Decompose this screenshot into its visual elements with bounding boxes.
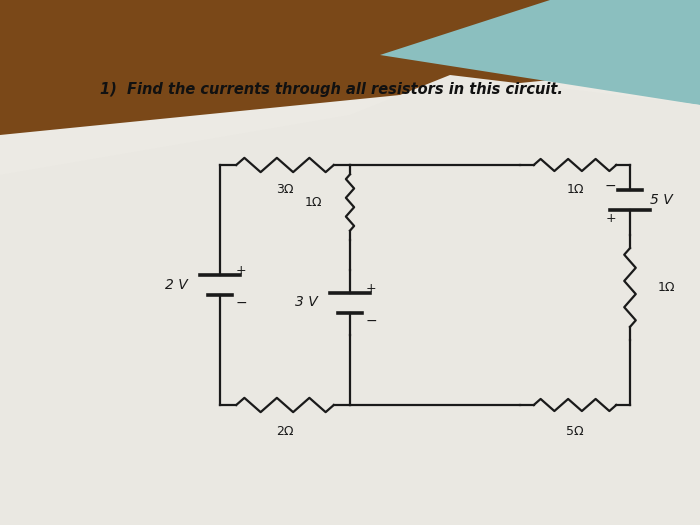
Text: −: −	[366, 313, 377, 328]
Polygon shape	[380, 0, 700, 105]
Text: +: +	[606, 212, 616, 225]
Text: 5Ω: 5Ω	[566, 425, 584, 438]
Text: 1Ω: 1Ω	[304, 196, 322, 209]
Text: 1Ω: 1Ω	[566, 183, 584, 196]
Text: −: −	[604, 179, 616, 193]
Text: 1Ω: 1Ω	[658, 281, 676, 294]
Text: 3 V: 3 V	[295, 296, 318, 310]
Text: −: −	[236, 296, 248, 310]
Text: 1)  Find the currents through all resistors in this circuit.: 1) Find the currents through all resisto…	[100, 82, 563, 97]
Text: 3Ω: 3Ω	[276, 183, 294, 196]
Text: +: +	[236, 265, 246, 278]
Text: +: +	[366, 282, 377, 295]
Polygon shape	[0, 75, 700, 525]
Text: 2 V: 2 V	[165, 278, 188, 292]
Text: 5 V: 5 V	[650, 193, 673, 207]
Polygon shape	[0, 65, 700, 525]
Text: 2Ω: 2Ω	[276, 425, 294, 438]
